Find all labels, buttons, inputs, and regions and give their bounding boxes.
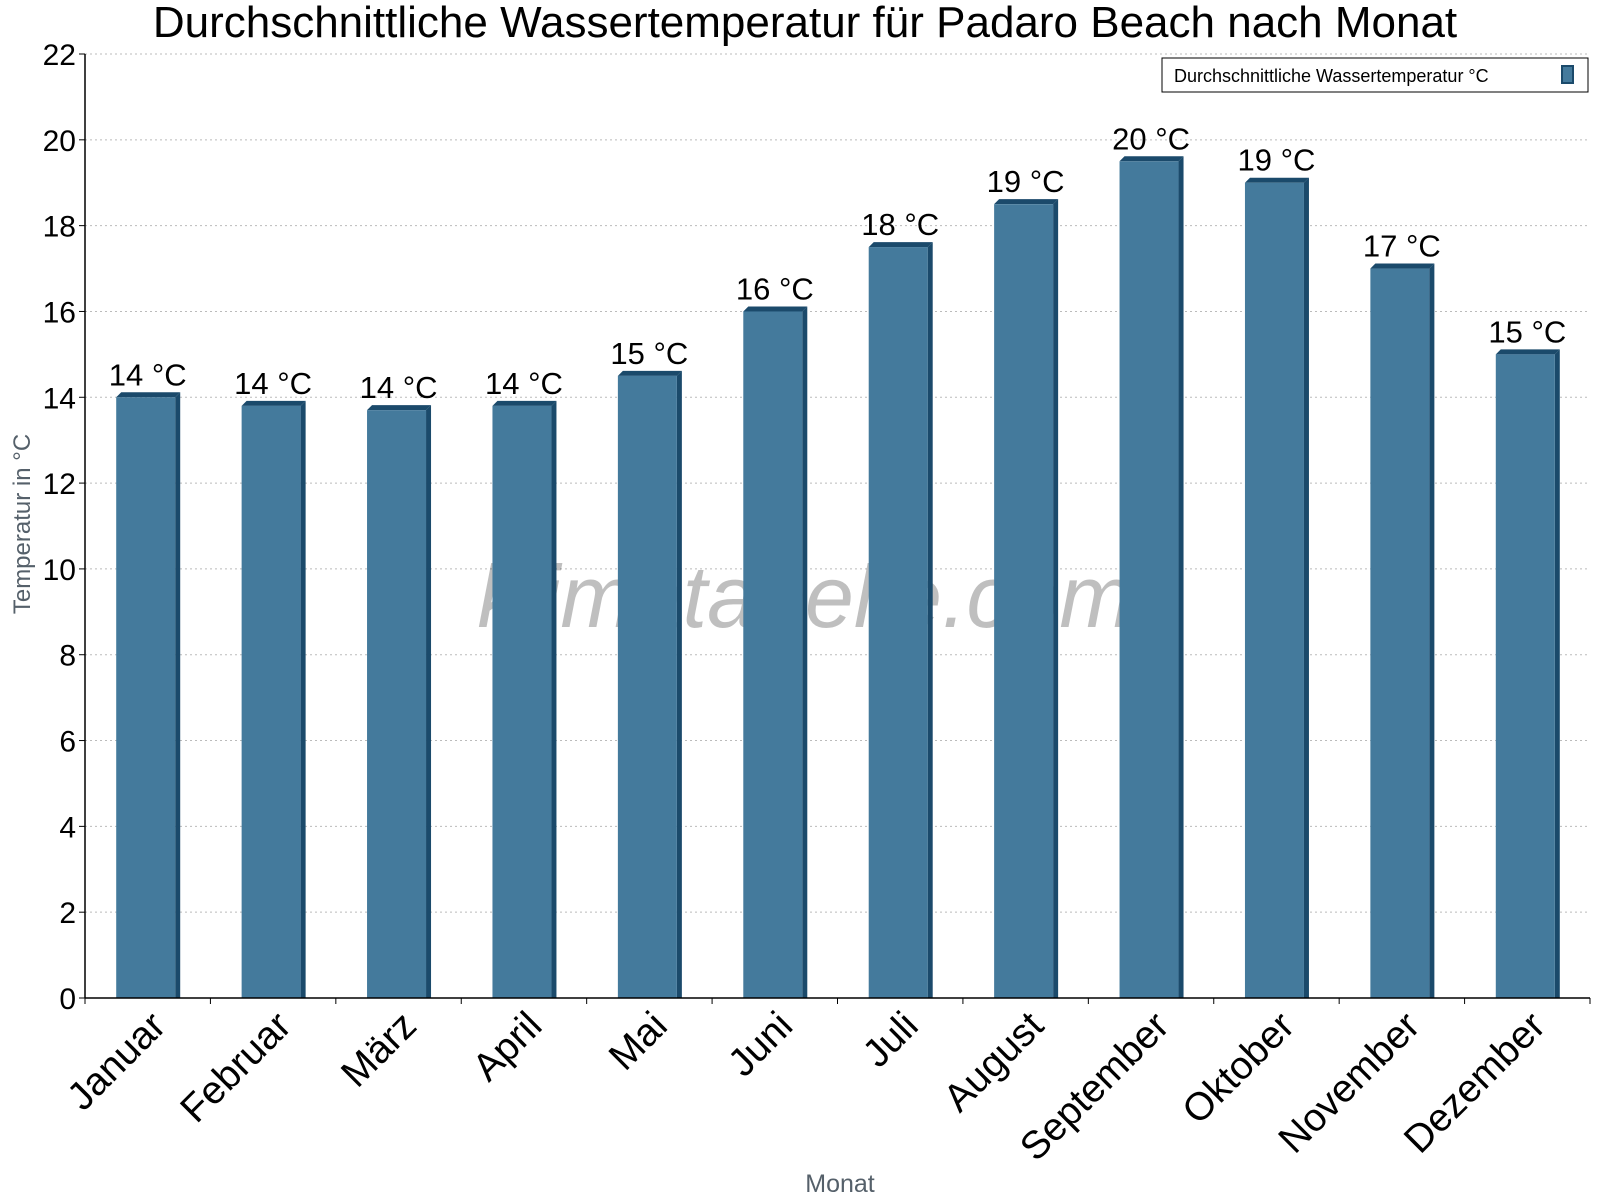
x-tick-label: Juni [720,1004,801,1085]
data-label: 14 °C [109,357,187,392]
bar-side [1303,177,1309,998]
x-tick-label: Oktober [1174,1004,1303,1133]
bar [617,370,682,998]
bar-top [868,242,933,248]
grid-lines [85,53,1590,913]
bar-face [1119,161,1179,999]
y-tick-label: 4 [59,811,76,844]
bar-top [367,405,432,411]
bar-top [1495,349,1560,355]
bar-top [743,306,808,312]
bar-face [116,397,176,999]
data-label: 19 °C [987,164,1065,199]
data-labels: 14 °C 14 °C 14 °C 14 °C 15 °C 16 °C 18 °C 19 °C… [109,121,1566,405]
bar [116,392,181,999]
bar-top [994,199,1059,205]
bar-top [617,370,682,376]
bar [1244,177,1309,998]
bar [1370,263,1435,999]
bar-side [426,405,432,998]
y-tick-label: 20 [43,125,76,158]
bar-side [175,392,181,999]
bar-side [676,370,682,998]
y-tick-label: 22 [43,39,76,72]
bar-face [1370,268,1430,999]
bar-face [868,247,928,998]
bar-face [492,405,552,998]
bar [994,199,1059,998]
data-label: 19 °C [1238,143,1316,178]
legend: Durchschnittliche Wassertemperatur °C [1161,57,1589,93]
legend-label: Durchschnittliche Wassertemperatur °C [1174,66,1489,86]
bar-face [994,204,1054,998]
y-ticks: 0 2 4 6 8 10 12 14 16 18 20 22 [43,39,85,1016]
data-label: 15 °C [1488,314,1566,349]
x-tick-label: Juli [855,1004,927,1076]
bar-top [492,400,557,406]
bar [868,242,933,998]
y-tick-label: 16 [43,296,76,329]
data-label: 15 °C [610,336,688,371]
bar-face [1495,354,1555,998]
bar-face [743,311,803,998]
bar [492,400,557,998]
x-tick-label: Februar [173,1004,300,1131]
bar-side [300,400,306,998]
bar-face [241,405,301,998]
x-tick-label: März [333,1004,425,1096]
y-tick-label: 14 [43,382,76,415]
y-tick-label: 12 [43,468,76,501]
data-label: 14 °C [234,366,312,401]
y-tick-label: 8 [59,640,76,673]
bar-side [1429,263,1435,999]
bar-side [551,400,557,998]
bar-top [1119,156,1184,162]
data-label: 14 °C [485,366,563,401]
bar [241,400,306,998]
bar [367,405,432,998]
bar [1119,156,1184,999]
bar-side [1053,199,1059,998]
bar-side [1178,156,1184,999]
bar-side [802,306,808,998]
x-tick-label: April [465,1004,551,1090]
bar-side [1554,349,1560,998]
x-tick-label: Januar [59,1004,174,1119]
legend-swatch [1561,65,1574,84]
data-label: 17 °C [1363,229,1441,264]
bar [743,306,808,998]
y-axis-label: Temperatur in °C [9,434,36,614]
y-tick-label: 2 [59,897,76,930]
data-label: 14 °C [360,370,438,405]
x-axis-label: Monat [805,1170,875,1198]
x-tick-label: August [936,1004,1052,1120]
bar [1495,349,1560,998]
bar-top [1244,177,1309,183]
bar-side [927,242,933,998]
data-label: 20 °C [1112,121,1190,156]
y-tick-label: 0 [59,983,76,1016]
chart-title: Durchschnittliche Wassertemperatur für P… [153,0,1457,47]
axes [84,54,1590,999]
legend-box [1161,57,1589,93]
bars [116,156,1560,999]
bar-top [116,392,181,398]
bar-face [617,375,677,998]
y-tick-label: 10 [43,554,76,587]
x-tick-label: Mai [601,1004,676,1079]
bar-top [1370,263,1435,269]
bar-face [1244,182,1304,998]
y-tick-label: 6 [59,726,76,759]
bar-face [367,410,427,998]
data-label: 18 °C [861,207,939,242]
data-label: 16 °C [736,271,814,306]
y-tick-label: 18 [43,211,76,244]
bar-top [241,400,306,406]
